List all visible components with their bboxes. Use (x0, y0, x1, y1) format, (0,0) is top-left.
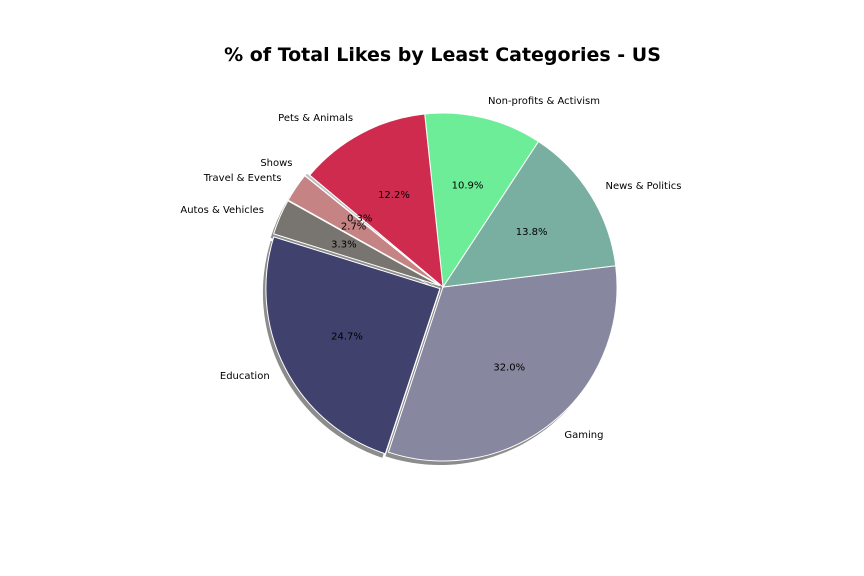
slice-label-non-profits-activism: Non-profits & Activism (488, 96, 600, 107)
slice-pct-non-profits-activism: 10.9% (452, 181, 484, 192)
slice-label-pets-animals: Pets & Animals (278, 113, 353, 124)
slice-label-gaming: Gaming (564, 430, 603, 441)
slice-travel-events (287, 175, 441, 286)
slice-label-shows: Shows (260, 158, 292, 169)
slice-pct-education: 24.7% (331, 331, 363, 342)
slice-pct-shows: 0.3% (347, 213, 372, 224)
slice-pct-travel-events: 2.7% (341, 222, 366, 233)
slice-gaming (387, 265, 618, 462)
slice-pct-news-politics: 13.8% (516, 227, 548, 238)
slice-label-travel-events: Travel & Events (203, 173, 282, 184)
slice-news-politics (441, 140, 617, 288)
slice-pct-gaming: 32.0% (493, 363, 525, 374)
slice-education (265, 236, 441, 455)
slice-label-education: Education (220, 371, 270, 382)
slice-pct-autos-vehicles: 3.3% (331, 239, 356, 250)
slice-label-news-politics: News & Politics (606, 181, 682, 192)
slice-autos-vehicles (273, 200, 441, 287)
slice-pct-pets-animals: 12.2% (378, 190, 410, 201)
chart-title: % of Total Likes by Least Categories - U… (224, 44, 661, 66)
slice-label-autos-vehicles: Autos & Vehicles (180, 205, 264, 216)
slice-non-profits-activism (424, 112, 540, 289)
slice-pets-animals (309, 113, 444, 289)
